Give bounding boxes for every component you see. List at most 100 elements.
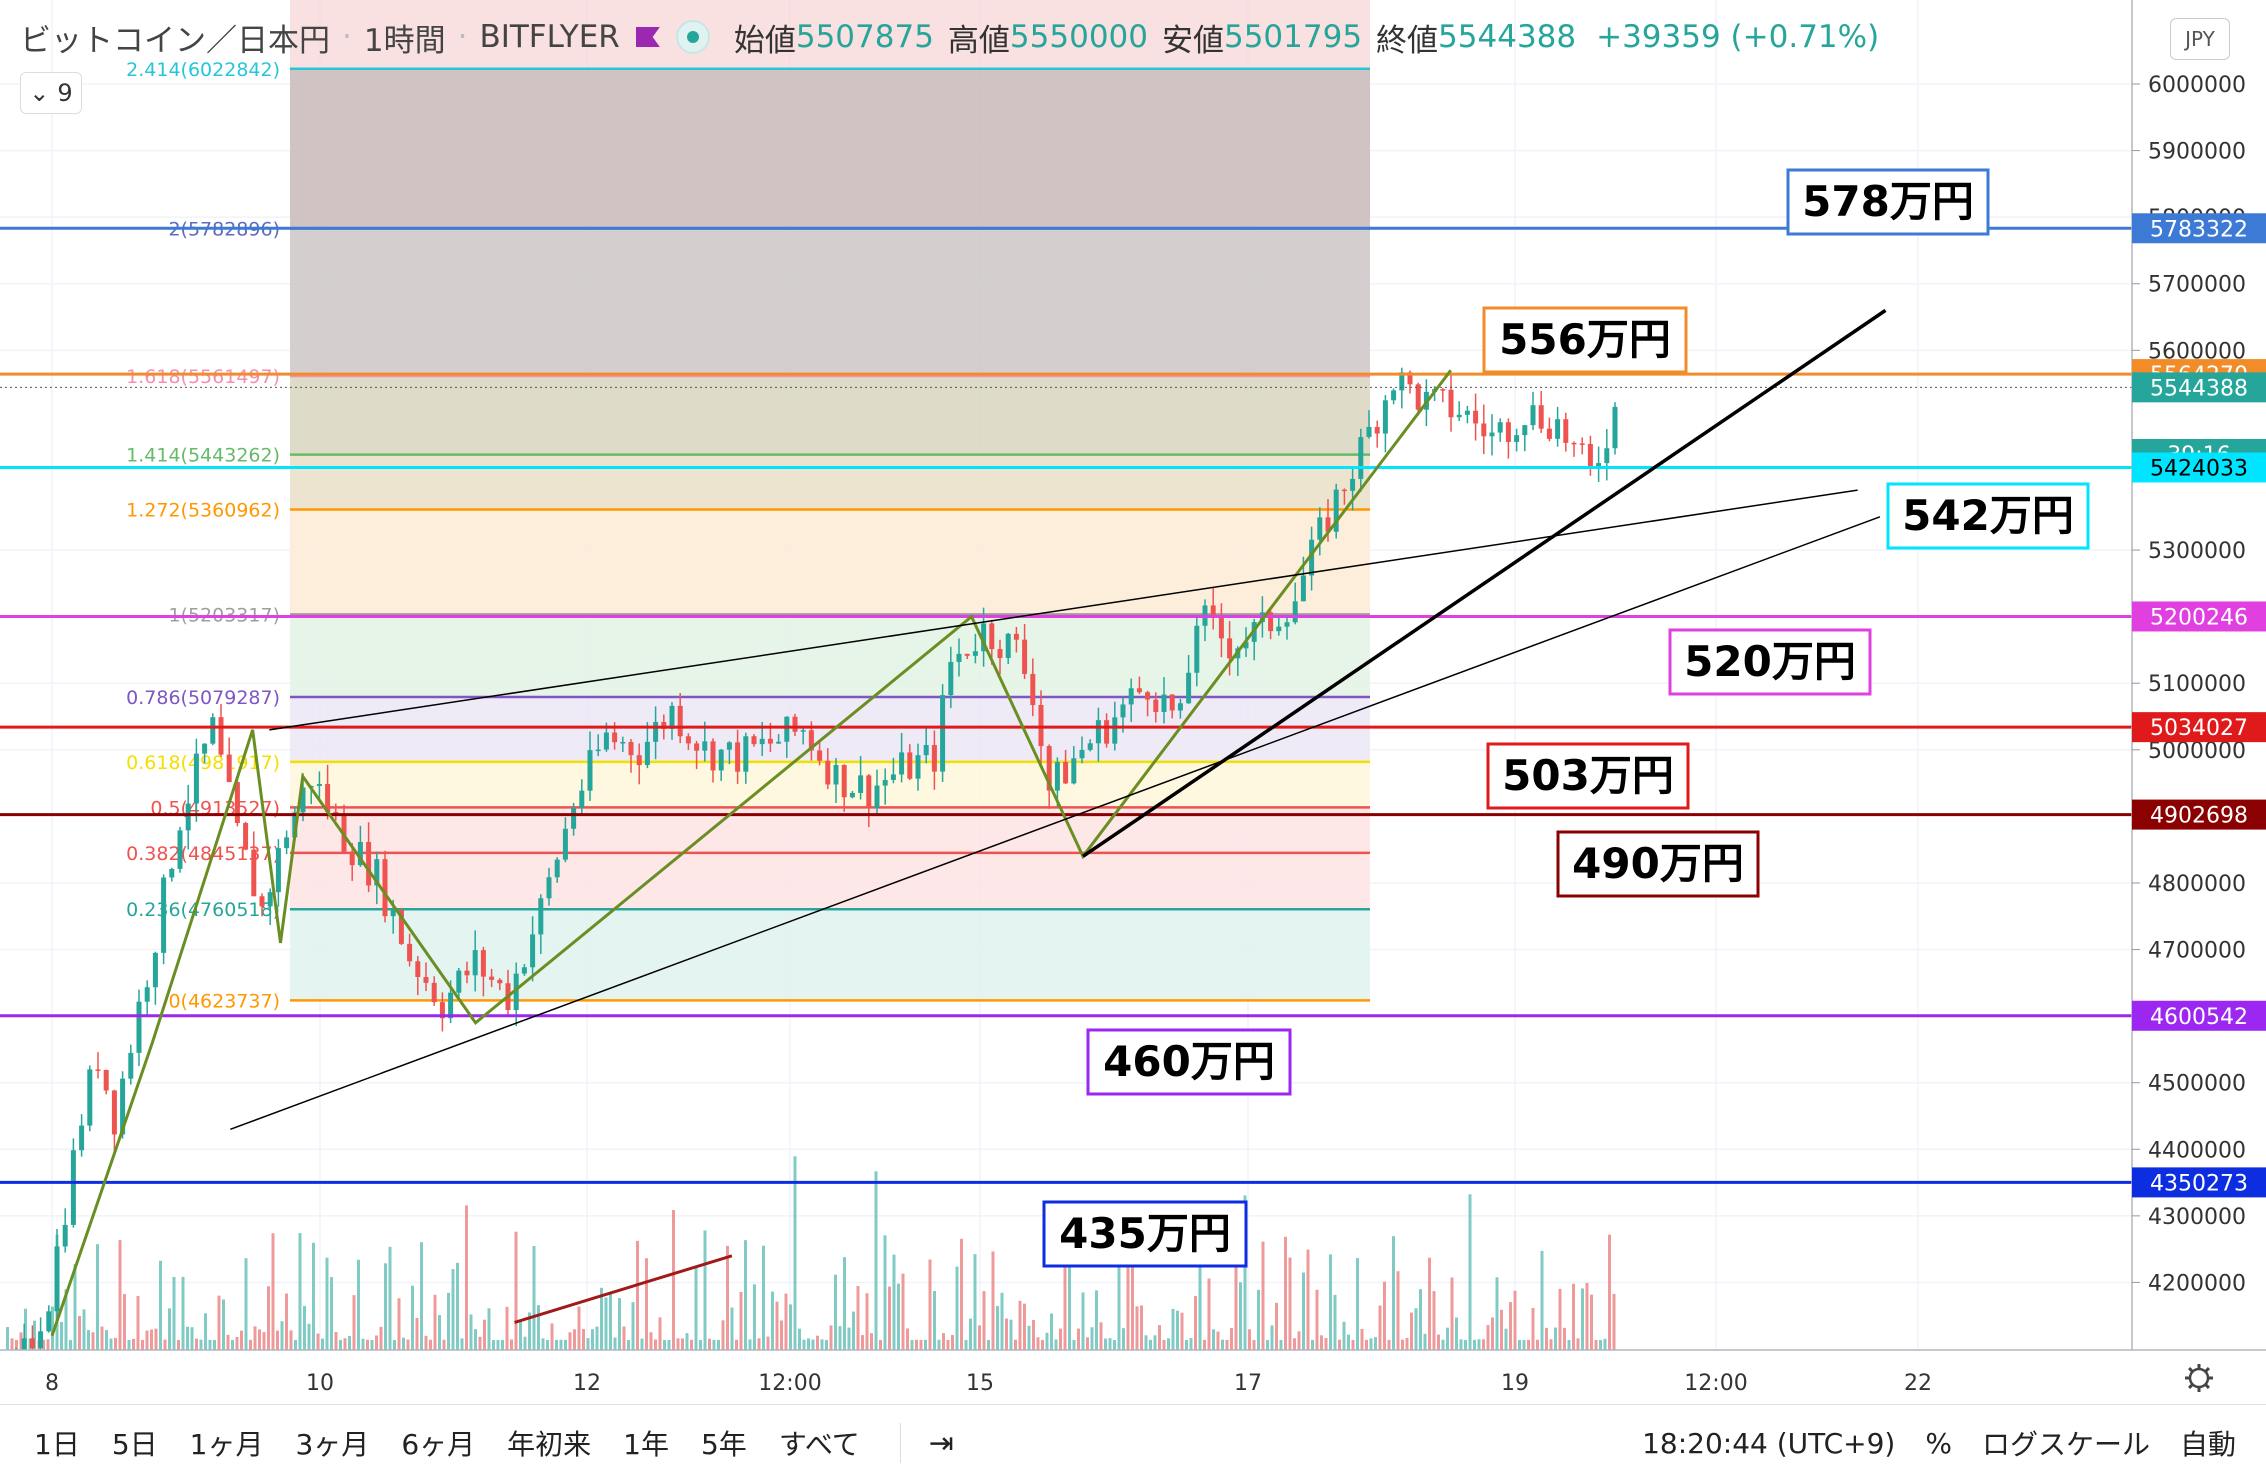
volume-bar xyxy=(1576,1338,1580,1350)
volume-bar xyxy=(595,1326,599,1350)
timeframe-1m-button[interactable]: 1ヶ月 xyxy=(189,1428,264,1461)
candle-body xyxy=(1227,638,1233,659)
candle-body xyxy=(1046,746,1052,791)
volume-bar xyxy=(960,1238,963,1350)
volume-bar xyxy=(1149,1339,1152,1350)
volume-bar xyxy=(1374,1337,1377,1350)
volume-bar xyxy=(789,1304,792,1350)
candle-body xyxy=(357,841,363,866)
volume-bar xyxy=(442,1339,446,1350)
time-tick-label: 15 xyxy=(966,1371,994,1396)
indicators-toggle-button[interactable]: ⌄ 9 xyxy=(20,72,82,114)
volume-bar xyxy=(1450,1277,1454,1350)
volume-bar xyxy=(901,1273,905,1350)
volume-bar xyxy=(1176,1310,1179,1350)
flag-icon[interactable] xyxy=(635,27,660,47)
price-tick-label: 4500000 xyxy=(2148,1072,2246,1097)
price-tick-label: 4400000 xyxy=(2148,1138,2246,1163)
price-chart[interactable]: 2.414(6022842)2(5782896)1.618(5561497)1.… xyxy=(0,0,2266,1404)
volume-bar xyxy=(1329,1254,1332,1350)
volume-bar xyxy=(640,1338,644,1350)
volume-bar xyxy=(573,1329,576,1350)
volume-bar xyxy=(1302,1272,1305,1350)
volume-bar xyxy=(946,1340,950,1350)
candle-body xyxy=(325,783,331,813)
timeframe-1d-button[interactable]: 1日 xyxy=(34,1428,80,1461)
volume-bar xyxy=(235,1336,239,1350)
candle-body xyxy=(472,950,478,976)
interval-label[interactable]: 1時間 xyxy=(363,22,446,59)
volume-bar xyxy=(726,1245,729,1350)
volume-bar xyxy=(1468,1194,1472,1350)
candle-body xyxy=(718,749,724,771)
volume-bar xyxy=(838,1326,842,1350)
volume-bar xyxy=(1257,1289,1260,1350)
volume-bar xyxy=(258,1329,261,1350)
volume-bar xyxy=(987,1339,990,1350)
volume-bar xyxy=(708,1338,711,1350)
price-tag xyxy=(2132,712,2266,743)
volume-bar xyxy=(330,1277,333,1350)
symbol-name[interactable]: ビットコイン／日本円 xyxy=(20,22,330,59)
fib-band xyxy=(290,852,1370,910)
volume-bar xyxy=(483,1319,486,1350)
volume-bar xyxy=(1563,1327,1566,1350)
timeframe-3m-button[interactable]: 3ヶ月 xyxy=(295,1428,370,1461)
timeframe-1y-button[interactable]: 1年 xyxy=(623,1428,669,1461)
volume-bar xyxy=(1311,1339,1314,1350)
volume-bar xyxy=(793,1156,797,1350)
open-value: 5507875 xyxy=(795,19,934,55)
volume-bar xyxy=(1324,1338,1328,1350)
volume-bar xyxy=(991,1251,995,1350)
volume-bar xyxy=(649,1332,653,1350)
candle-body xyxy=(144,987,150,1002)
timeframe-all-button[interactable]: すべて xyxy=(778,1428,860,1461)
volume-bar xyxy=(1464,1339,1467,1350)
volume-bar xyxy=(1401,1339,1404,1350)
volume-bar xyxy=(1198,1265,1202,1350)
volume-bar xyxy=(721,1320,725,1350)
volume-bar xyxy=(1207,1278,1211,1350)
candle-body xyxy=(1112,717,1118,744)
volume-bar xyxy=(748,1339,752,1350)
candle-body xyxy=(579,790,585,809)
volume-bar xyxy=(199,1339,203,1350)
timeframe-5d-button[interactable]: 5日 xyxy=(111,1428,158,1461)
volume-bar xyxy=(496,1340,500,1350)
annotation-label: 490万円 xyxy=(1572,839,1744,888)
candle-body xyxy=(1382,400,1388,434)
chevron-down-icon: ⌄ xyxy=(29,79,50,107)
volume-bar xyxy=(982,1291,986,1350)
trend-line xyxy=(269,489,1858,731)
timeframe-6m-button[interactable]: 6ヶ月 xyxy=(401,1428,476,1461)
volume-bar xyxy=(825,1339,828,1350)
volume-bar xyxy=(438,1315,441,1350)
percent-toggle[interactable]: % xyxy=(1925,1426,1952,1460)
price-tag xyxy=(2132,1167,2266,1198)
calendar-range-icon[interactable]: ⇥ xyxy=(928,1425,954,1461)
fib-band xyxy=(290,909,1370,1001)
volume-bar xyxy=(996,1305,999,1350)
auto-scale-toggle[interactable]: 自動 xyxy=(2179,1428,2236,1461)
price-tag-label: 5424033 xyxy=(2150,456,2248,481)
currency-button[interactable]: JPY xyxy=(2170,18,2230,60)
candle-body xyxy=(940,695,946,772)
volume-bar xyxy=(757,1338,761,1350)
price-tick-label: 4200000 xyxy=(2148,1271,2246,1296)
price-tick-label: 5900000 xyxy=(2148,140,2246,165)
volume-bar xyxy=(213,1339,216,1350)
candle-body xyxy=(530,934,536,968)
volume-bar xyxy=(118,1240,122,1350)
volume-bar xyxy=(717,1339,720,1350)
candle-body xyxy=(1391,390,1397,401)
timeframe-ytd-button[interactable]: 年初来 xyxy=(507,1428,592,1461)
annotation-box xyxy=(1486,742,1690,810)
volume-bar xyxy=(267,1286,270,1350)
candle-body xyxy=(1546,428,1552,439)
timeframe-5y-button[interactable]: 5年 xyxy=(700,1428,747,1461)
volume-bar xyxy=(114,1337,117,1350)
log-scale-toggle[interactable]: ログスケール xyxy=(1981,1428,2150,1461)
volume-bar xyxy=(622,1326,626,1350)
volume-bar xyxy=(312,1242,315,1350)
candle-body xyxy=(1333,489,1339,532)
